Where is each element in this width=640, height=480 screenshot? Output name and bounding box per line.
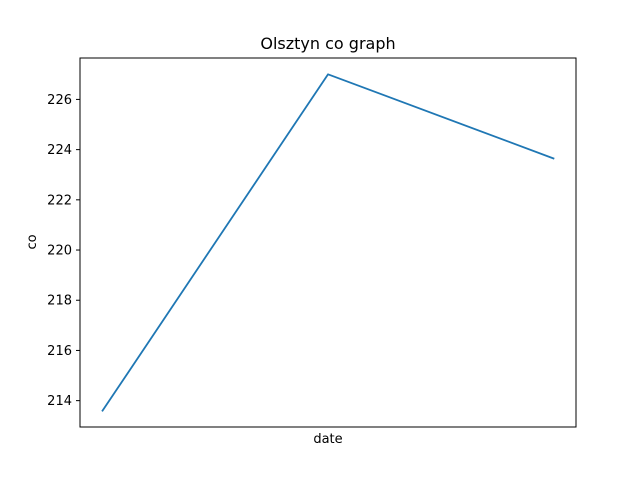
- series-line-0: [101, 73, 555, 412]
- y-tick-label: 220: [47, 244, 72, 259]
- series-layer: [101, 73, 555, 412]
- chart-title: Olsztyn co graph: [260, 34, 395, 53]
- plot-area-frame: [79, 57, 577, 428]
- y-tick-label: 222: [47, 193, 72, 208]
- y-tick-label: 216: [47, 344, 72, 359]
- y-axis-label: co: [25, 234, 40, 249]
- y-axis-ticks: 214 216 218 220 222 224 226: [47, 93, 80, 409]
- x-axis-label: date: [313, 432, 342, 447]
- y-tick-label: 218: [47, 294, 72, 309]
- y-tick-label: 226: [47, 93, 72, 108]
- y-tick-label: 224: [47, 143, 72, 158]
- y-tick-label: 214: [47, 394, 72, 409]
